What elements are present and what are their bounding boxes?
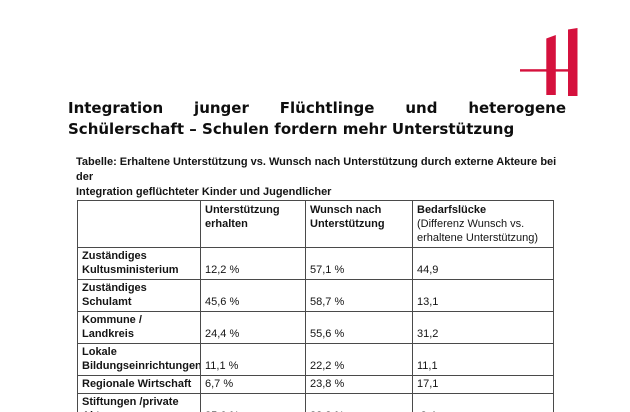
row-label: Lokale Bildungseinrichtungen bbox=[77, 343, 201, 376]
col-header-empty bbox=[77, 200, 201, 248]
table-caption-line1: Tabelle: Erhaltene Unterstützung vs. Wun… bbox=[76, 156, 557, 183]
table-row: Zuständiges Kultusministerium 12,2 % 57,… bbox=[77, 247, 554, 280]
cell-gap: 31,2 bbox=[412, 311, 554, 344]
col-header-gap: Bedarfslücke (Differenz Wunsch vs. erhal… bbox=[412, 200, 554, 248]
cell-wished: 58,7 % bbox=[305, 279, 413, 312]
table-row: Kommune / Landkreis 24,4 % 55,6 % 31,2 bbox=[77, 311, 554, 344]
row-label: Stiftungen /private Akteure bbox=[77, 393, 201, 412]
table-row: Lokale Bildungseinrichtungen 11,1 % 22,2… bbox=[77, 343, 554, 376]
cell-received: 6,7 % bbox=[200, 375, 306, 394]
table-caption: Tabelle: Erhaltene Unterstützung vs. Wun… bbox=[76, 155, 566, 200]
cell-gap: 44,9 bbox=[412, 247, 554, 280]
cell-received: 12,2 % bbox=[200, 247, 306, 280]
table-row: Zuständiges Schulamt 45,6 % 58,7 % 13,1 bbox=[77, 279, 554, 312]
table-caption-line2: Integration geflüchteter Kinder und Juge… bbox=[76, 186, 332, 198]
cell-wished: 57,1 % bbox=[305, 247, 413, 280]
cell-wished: 22,2 % bbox=[305, 343, 413, 376]
col-header-wished: Wunsch nach Unterstützung bbox=[305, 200, 413, 248]
cell-wished: 23,8 % bbox=[305, 375, 413, 394]
table-row: Stiftungen /private Akteure 25,6 % 22,2 … bbox=[77, 393, 554, 412]
row-label: Zuständiges Schulamt bbox=[77, 279, 201, 312]
header-row: Unterstützung erhalten Wunsch nach Unter… bbox=[77, 200, 554, 248]
col-header-received: Unterstützung erhalten bbox=[200, 200, 306, 248]
page-title: Integration junger Flüchtlinge und heter… bbox=[68, 98, 566, 140]
cell-received: 11,1 % bbox=[200, 343, 306, 376]
cell-wished: 55,6 % bbox=[305, 311, 413, 344]
cell-gap: -3,4 bbox=[412, 393, 554, 412]
row-label: Regionale Wirtschaft bbox=[77, 375, 201, 394]
cell-gap: 17,1 bbox=[412, 375, 554, 394]
support-table: Unterstützung erhalten Wunsch nach Unter… bbox=[77, 200, 554, 412]
cell-gap: 13,1 bbox=[412, 279, 554, 312]
row-label: Kommune / Landkreis bbox=[77, 311, 201, 344]
page-title-line1: Integration junger Flüchtlinge und heter… bbox=[68, 99, 566, 117]
row-label: Zuständiges Kultusministerium bbox=[77, 247, 201, 280]
cell-gap: 11,1 bbox=[412, 343, 554, 376]
page-title-line2: Schülerschaft – Schulen fordern mehr Unt… bbox=[68, 120, 515, 138]
h-logo-icon bbox=[520, 28, 578, 96]
cell-received: 45,6 % bbox=[200, 279, 306, 312]
table-row: Regionale Wirtschaft 6,7 % 23,8 % 17,1 bbox=[77, 375, 554, 394]
cell-received: 25,6 % bbox=[200, 393, 306, 412]
cell-wished: 22,2 % bbox=[305, 393, 413, 412]
cell-received: 24,4 % bbox=[200, 311, 306, 344]
